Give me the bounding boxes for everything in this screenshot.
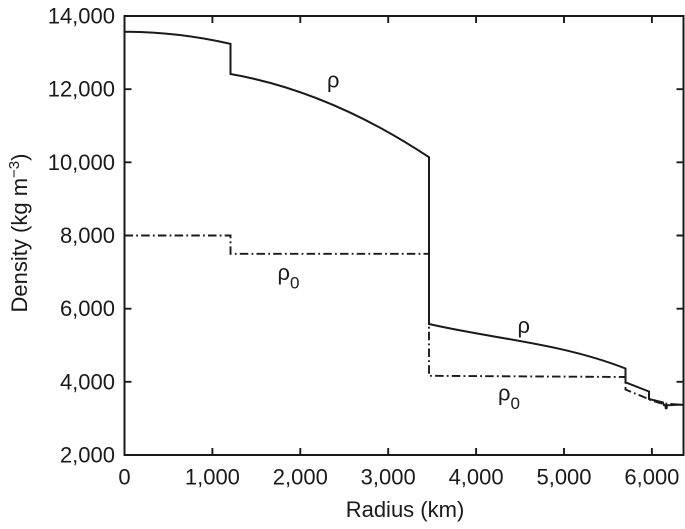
svg-text:5,000: 5,000 (536, 465, 591, 490)
svg-text:4,000: 4,000 (60, 369, 115, 394)
svg-text:8,000: 8,000 (60, 223, 115, 248)
svg-text:2,000: 2,000 (60, 443, 115, 468)
svg-text:12,000: 12,000 (48, 77, 115, 102)
svg-text:6,000: 6,000 (60, 296, 115, 321)
svg-text:2,000: 2,000 (273, 465, 328, 490)
svg-text:10,000: 10,000 (48, 150, 115, 175)
svg-text:6,000: 6,000 (624, 465, 679, 490)
svg-text:4,000: 4,000 (449, 465, 504, 490)
svg-text:14,000: 14,000 (48, 4, 115, 29)
svg-text:ρ: ρ (518, 313, 531, 338)
svg-text:0: 0 (118, 465, 130, 490)
svg-text:Density (kg m−3): Density (kg m−3) (6, 154, 32, 313)
svg-text:ρ: ρ (327, 68, 340, 93)
svg-text:1,000: 1,000 (185, 465, 240, 490)
svg-text:Radius (km): Radius (km) (346, 497, 465, 522)
svg-text:3,000: 3,000 (361, 465, 416, 490)
